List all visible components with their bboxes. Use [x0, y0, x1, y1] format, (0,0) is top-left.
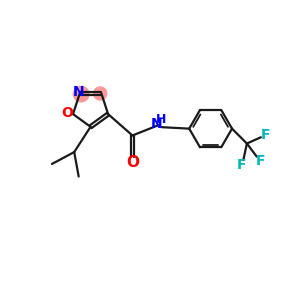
Circle shape — [94, 87, 107, 100]
Text: F: F — [261, 128, 270, 142]
Text: N: N — [72, 85, 84, 99]
Circle shape — [74, 86, 89, 102]
Text: F: F — [237, 158, 246, 172]
Text: O: O — [62, 106, 74, 121]
Text: H: H — [156, 113, 166, 126]
Text: O: O — [127, 155, 140, 170]
Text: N: N — [150, 118, 162, 131]
Text: F: F — [256, 154, 265, 168]
